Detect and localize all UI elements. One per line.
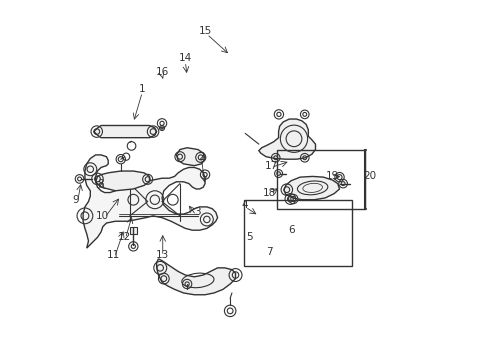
Polygon shape [94,126,156,138]
Text: 10: 10 [96,211,109,221]
Text: 17: 17 [264,161,278,171]
Text: 5: 5 [246,232,253,242]
Text: 11: 11 [107,250,120,260]
Text: 1: 1 [139,84,145,94]
Text: 19: 19 [325,171,338,181]
Text: 9: 9 [73,195,79,205]
Text: 15: 15 [198,26,211,36]
Text: 16: 16 [155,67,168,77]
Text: 2: 2 [198,152,204,162]
Text: 12: 12 [118,232,131,242]
Text: 4: 4 [241,200,247,210]
Text: 13: 13 [155,250,168,260]
Polygon shape [129,226,137,234]
Polygon shape [284,176,339,200]
Polygon shape [176,148,204,166]
Polygon shape [96,171,149,191]
Text: 3: 3 [194,207,201,217]
Text: 14: 14 [178,53,192,63]
Polygon shape [83,155,217,248]
Text: 6: 6 [287,225,294,235]
Text: 7: 7 [266,247,272,257]
Text: 18: 18 [263,188,276,198]
Text: 8: 8 [98,179,104,189]
Polygon shape [258,119,315,159]
Bar [244,200,351,266]
Bar [276,149,364,209]
Text: 20: 20 [363,171,376,181]
Polygon shape [156,259,235,295]
